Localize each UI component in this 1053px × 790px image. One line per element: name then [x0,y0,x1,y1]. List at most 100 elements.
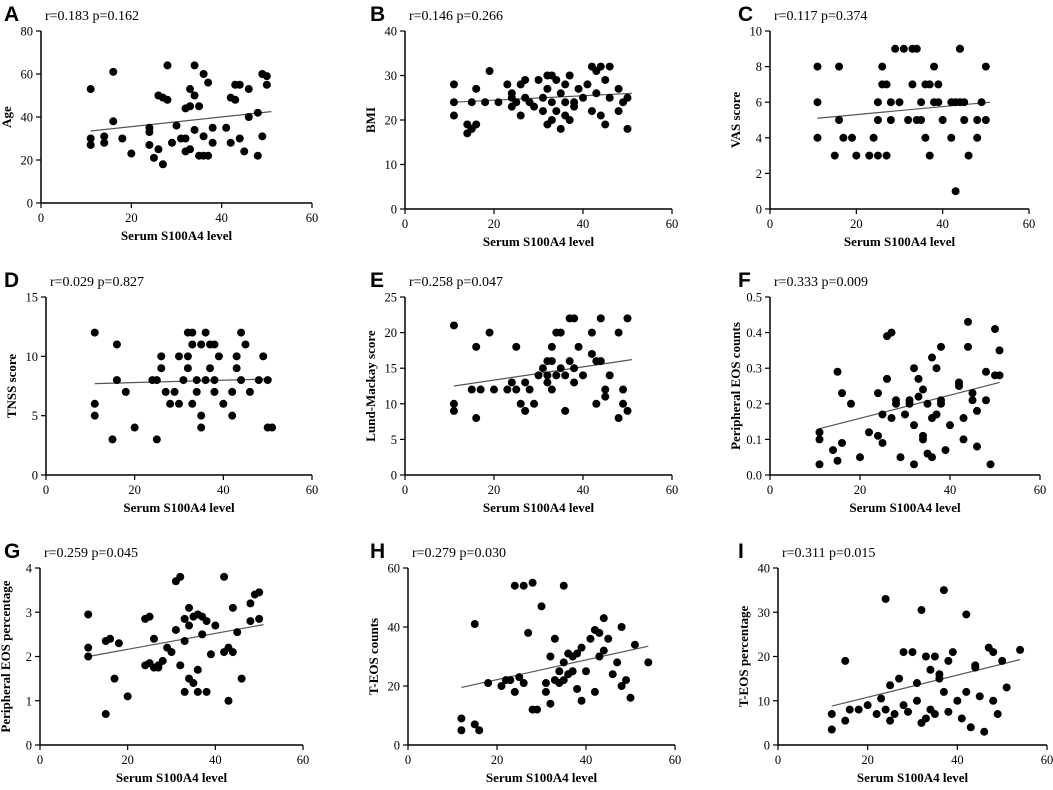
scatter-point [106,634,115,643]
panel-letter: G [4,540,20,563]
scatter-point [921,652,930,661]
x-tick-label: 40 [944,483,957,497]
scatter-point [556,364,565,373]
y-tick-label: 6 [756,96,762,110]
scatter-point [599,646,608,655]
scatter-point [546,652,555,661]
scatter-point [259,352,268,361]
x-axis-label: Serum S100A4 level [486,770,598,785]
y-axis-label: Lund-Mackay score [363,330,378,442]
scatter-point [896,453,905,462]
scatter-point [145,123,154,132]
scatter-point [917,116,926,124]
scatter-point [930,652,939,661]
scatter-point [878,438,887,447]
scatter-point [964,317,972,326]
scatter-point [208,123,217,132]
stat-annotation: r=0.258 p=0.047 [409,275,503,290]
scatter-point [891,44,900,53]
scatter-point [197,411,206,420]
scatter-point [475,726,484,735]
stat-annotation: r=0.279 p=0.030 [412,546,506,561]
scatter-point [966,723,975,732]
y-tick-label: 20 [388,680,401,694]
scatter-point [583,80,592,89]
scatter-point [928,353,936,362]
scatter-point [890,710,899,719]
scatter-point [190,125,199,134]
scatter-point [601,120,610,129]
scatter-point [167,648,176,657]
scatter-point [960,98,969,107]
scatter-point [574,342,583,351]
scatter-point [222,123,231,132]
y-tick-label: 10 [385,397,398,411]
scatter-point [835,62,844,71]
scatter-point [152,376,161,385]
scatter-point [574,84,583,93]
stat-annotation: r=0.146 p=0.266 [409,9,503,24]
y-tick-label: 10 [385,158,398,172]
trend-line [831,659,1021,707]
y-tick-label: 8 [756,60,762,74]
scatter-point [537,602,546,611]
scatter-point [1016,645,1025,654]
scatter-point [570,102,579,111]
scatter-point [556,124,565,133]
scatter-point [449,80,458,89]
scatter-point [494,98,503,107]
scatter-point [874,389,882,398]
scatter-point [596,357,605,366]
x-tick-label: 0 [402,217,408,231]
scatter-point [149,153,158,162]
scatter-point [1002,683,1011,692]
scatter-point [883,374,891,383]
scatter-point [928,453,936,462]
scatter-point [185,603,194,612]
scatter-point [188,328,197,337]
x-tick-label: 60 [306,211,319,225]
scatter-point [197,423,206,432]
scatter-point [914,374,923,383]
y-tick-label: 5 [391,433,397,447]
scatter-point [552,371,561,380]
x-tick-label: 20 [861,753,874,767]
y-tick-label: 40 [385,25,398,39]
scatter-point [617,682,626,690]
scatter-point [623,93,632,102]
x-axis-label: Serum S100A4 level [483,234,595,249]
scatter-point [981,62,990,71]
y-tick-label: 30 [758,606,771,620]
y-tick-label: 0 [394,739,400,753]
scatter-point [904,116,913,124]
scatter-point [895,98,904,107]
scatter-point [516,399,525,408]
scatter-point [512,385,521,394]
scatter-point [815,460,824,469]
scatter-point [830,151,839,160]
scatter-point [195,102,204,111]
scatter-point [214,352,223,361]
scatter-point [262,72,271,81]
scatter-point [980,727,989,736]
scatter-point [941,446,950,455]
scatter-point [908,80,917,89]
scatter-point [937,342,945,351]
scatter-point [973,406,981,415]
scatter-point [197,340,206,349]
scatter-point [161,387,170,396]
scatter-point [163,61,172,70]
y-tick-label: 0.0 [746,469,762,483]
scatter-point [114,639,123,648]
scatter-point [815,435,824,444]
scatter-point [123,692,132,701]
scatter-point [255,588,264,597]
y-tick-label: 0.4 [746,326,762,340]
x-tick-label: 0 [767,483,773,497]
scatter-point [157,352,166,361]
scatter-point [449,321,458,330]
scatter-point [887,414,896,423]
scatter-point [470,620,479,629]
scatter-point [199,132,208,141]
